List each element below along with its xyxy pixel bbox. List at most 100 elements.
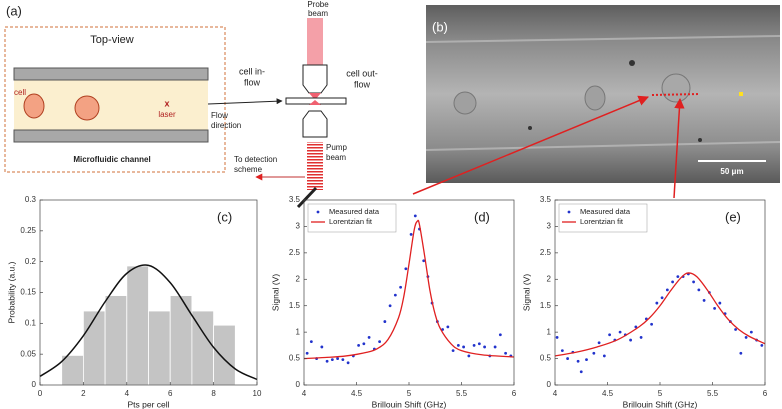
data-point [346,361,350,365]
panel-label: (d) [474,209,490,224]
top-view-box [4,26,226,173]
legend-label: Lorentzian fit [329,217,373,226]
data-point [357,343,360,347]
bar [148,310,171,386]
y-tick-label: 0.2 [25,257,37,266]
flow-label: direction [211,121,241,130]
pump-label: Pump [326,143,347,152]
data-point [602,354,606,358]
bar [83,310,106,386]
data-point [639,336,643,339]
data-point [467,354,471,358]
data-point [341,358,345,362]
fit-line [303,219,515,360]
y-tick-label: 0.3 [25,195,37,204]
data-point [697,288,701,292]
data-point [676,275,680,279]
in-flow-label: cell in- [239,66,265,76]
data-point [718,301,722,305]
debris [698,138,702,142]
laser-mark: x [164,98,169,108]
data-point [446,325,450,329]
y-tick-label: 1.5 [540,301,552,310]
data-point [608,333,611,337]
pump-beam [307,142,323,190]
y-tick-label: 3 [547,222,552,231]
panel-label: (c) [217,209,232,224]
debris [528,126,532,130]
data-point [383,320,387,323]
y-tick-label: 0.05 [20,349,36,358]
data-point [734,328,737,331]
x-tick-label: 2 [81,389,86,398]
channel-edge [425,141,781,151]
data-point [618,330,622,334]
y-tick-label: 0.5 [540,354,552,363]
y-axis-label: Signal (V) [270,274,280,311]
data-point [367,336,371,339]
y-tick-label: 1 [547,327,552,336]
channel-wall [13,67,209,81]
pump-label: beam [326,153,346,162]
data-point [592,351,596,355]
bar [191,310,214,386]
data-point [399,285,402,289]
x-tick-label: 0 [38,389,43,398]
x-tick-label: 6 [763,389,768,398]
data-point [456,343,460,347]
data-point [579,370,583,374]
data-point [713,306,716,310]
cell [661,73,691,103]
data-point [330,358,334,362]
y-tick-label: 1 [296,327,301,336]
y-tick-label: 0.5 [289,354,301,363]
x-tick-label: 4.5 [351,389,363,398]
data-point [660,296,664,300]
x-tick-label: 5 [407,389,412,398]
y-tick-label: 2 [547,274,552,283]
data-point [325,359,329,363]
x-axis-label: Brillouin Shift (GHz) [623,399,698,409]
bar [213,324,236,386]
data-point [585,358,588,362]
data-point [413,214,417,218]
data-point [483,345,486,349]
x-tick-label: 5.5 [707,389,719,398]
cell [453,91,477,115]
top-view-title: Top-view [90,34,133,46]
x-tick-label: 5.5 [456,389,468,398]
data-point [472,343,476,347]
data-point [566,357,569,360]
channel-edge [425,35,781,43]
cell [74,95,100,121]
data-point [422,259,426,263]
data-point [744,336,748,339]
legend-label: Lorentzian fit [580,217,624,226]
probe-beam [307,18,323,65]
link-arrow [412,95,649,195]
y-tick-label: 3.5 [289,195,301,204]
bar [126,265,149,386]
x-tick-label: 4 [125,389,130,398]
laser-spot [739,92,743,96]
data-point [309,340,313,344]
y-tick-label: 0 [547,380,552,389]
y-tick-label: 0 [32,380,37,389]
cell [584,85,606,111]
panel-label: (a) [6,3,22,18]
fit-curve [39,264,258,381]
x-tick-label: 4 [302,389,307,398]
legend-label: Measured data [580,207,631,216]
x-axis-label: Brillouin Shift (GHz) [372,399,447,409]
data-point [336,357,339,360]
objective [302,64,328,94]
data-point [388,304,392,308]
legend-box [307,203,397,233]
data-point [493,345,497,349]
probe-label: beam [308,9,328,18]
data-point [655,301,659,305]
bar [104,295,128,386]
x-axis-label: Pts per cell [127,399,169,409]
debris [629,60,635,66]
y-tick-label: 0.25 [20,226,36,235]
